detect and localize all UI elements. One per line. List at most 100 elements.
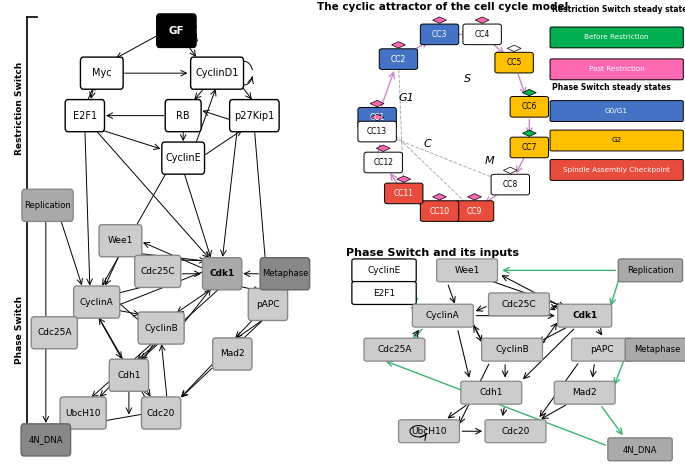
Text: Restriction Switch: Restriction Switch [15,62,24,155]
FancyBboxPatch shape [352,259,416,282]
FancyBboxPatch shape [109,359,149,391]
FancyBboxPatch shape [99,225,142,257]
Text: CC8: CC8 [503,180,518,189]
Text: CyclinB: CyclinB [145,323,178,333]
Text: G1: G1 [399,93,414,103]
Text: CyclinE: CyclinE [367,266,401,275]
FancyBboxPatch shape [203,258,242,290]
FancyBboxPatch shape [608,438,672,461]
FancyBboxPatch shape [495,52,534,73]
Polygon shape [468,194,482,200]
Text: 4N_DNA: 4N_DNA [29,435,63,445]
Text: CC6: CC6 [522,102,537,111]
Text: CC4: CC4 [475,30,490,39]
FancyBboxPatch shape [358,108,397,128]
Polygon shape [433,17,447,23]
Text: Cdk1: Cdk1 [210,269,235,278]
Text: CyclinA: CyclinA [80,297,114,307]
Text: S: S [464,74,471,84]
Text: Cdk1: Cdk1 [572,311,597,320]
Polygon shape [523,130,536,136]
Text: Wee1: Wee1 [108,236,133,245]
FancyBboxPatch shape [190,57,244,89]
FancyBboxPatch shape [550,130,683,151]
FancyBboxPatch shape [554,381,615,404]
FancyBboxPatch shape [248,288,288,320]
Text: CC12: CC12 [373,158,393,167]
FancyBboxPatch shape [157,14,196,47]
Polygon shape [397,176,411,182]
FancyBboxPatch shape [510,137,549,158]
Text: G2: G2 [513,98,529,108]
FancyBboxPatch shape [364,152,402,173]
Text: CC13: CC13 [367,127,387,136]
Text: UbcH10: UbcH10 [65,408,101,418]
Text: Cdc25C: Cdc25C [140,267,175,276]
Text: Spindle Assembly Checkpoint: Spindle Assembly Checkpoint [563,167,670,173]
FancyBboxPatch shape [260,258,310,290]
Text: M: M [485,156,495,166]
Text: Metaphase: Metaphase [634,345,680,354]
FancyBboxPatch shape [550,59,683,80]
Polygon shape [370,101,384,107]
Text: CC3: CC3 [432,30,447,39]
Text: Phase Switch: Phase Switch [15,296,24,364]
Polygon shape [370,114,384,120]
FancyBboxPatch shape [80,57,123,89]
Text: CyclinD1: CyclinD1 [195,68,239,78]
FancyBboxPatch shape [60,397,106,429]
FancyBboxPatch shape [625,338,685,361]
FancyBboxPatch shape [135,255,181,287]
Text: C: C [423,139,431,149]
Text: Before Restriction: Before Restriction [584,34,649,40]
FancyBboxPatch shape [399,420,460,443]
Text: Cdc25A: Cdc25A [377,345,412,354]
Text: Cdc20: Cdc20 [147,408,175,418]
FancyBboxPatch shape [32,317,77,349]
FancyBboxPatch shape [510,96,549,117]
Text: Wee1: Wee1 [454,266,480,275]
Text: Cdc25A: Cdc25A [37,328,71,337]
Text: CC9: CC9 [467,207,482,216]
Text: pAPC: pAPC [590,345,614,354]
FancyBboxPatch shape [436,259,497,282]
Text: CyclinB: CyclinB [495,345,529,354]
FancyBboxPatch shape [384,183,423,204]
FancyBboxPatch shape [142,397,181,429]
Text: Past Restriction: Past Restriction [588,66,645,72]
FancyBboxPatch shape [550,160,683,180]
Polygon shape [503,167,517,174]
Polygon shape [523,89,536,96]
FancyBboxPatch shape [21,424,71,456]
FancyBboxPatch shape [352,282,416,304]
FancyBboxPatch shape [65,100,105,132]
FancyBboxPatch shape [379,49,418,69]
Text: Cdc25C: Cdc25C [501,300,536,309]
Polygon shape [392,42,406,48]
FancyBboxPatch shape [550,27,683,48]
Text: CC11: CC11 [394,189,414,198]
Text: CC7: CC7 [522,143,537,152]
Text: CyclinA: CyclinA [426,311,460,320]
FancyBboxPatch shape [212,338,252,370]
Text: Replication: Replication [627,266,674,275]
FancyBboxPatch shape [421,201,459,221]
FancyBboxPatch shape [358,121,397,142]
FancyBboxPatch shape [571,338,632,361]
Text: CyclinE: CyclinE [165,153,201,163]
Text: 4N_DNA: 4N_DNA [623,445,658,454]
FancyBboxPatch shape [74,286,120,318]
Text: Mad2: Mad2 [573,388,597,397]
Text: G0/G1: G0/G1 [605,108,628,114]
FancyBboxPatch shape [412,304,473,327]
FancyBboxPatch shape [421,24,459,45]
Polygon shape [376,145,390,152]
Text: Metaphase: Metaphase [262,269,308,278]
Text: E2F1: E2F1 [73,110,97,121]
Text: Replication: Replication [24,201,71,210]
Text: CC10: CC10 [429,207,449,216]
FancyBboxPatch shape [558,304,612,327]
Text: Phase Switch and its inputs: Phase Switch and its inputs [346,248,519,258]
Text: RB: RB [176,110,190,121]
Polygon shape [475,17,489,23]
